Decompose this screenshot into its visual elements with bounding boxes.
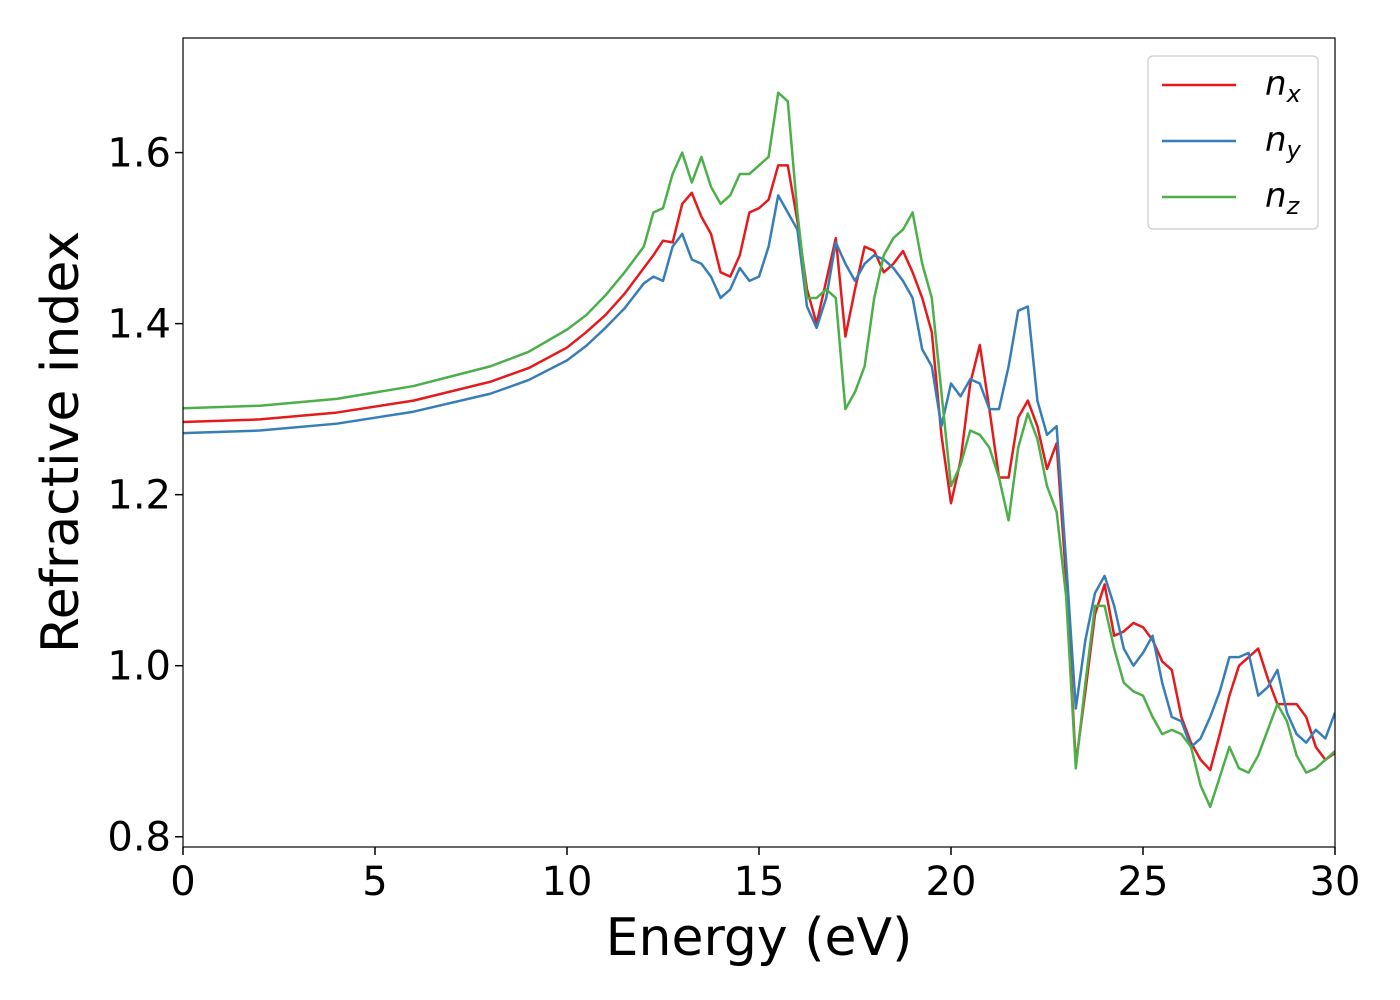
y-tick-label: 0.8	[107, 815, 171, 861]
legend-label: ny	[1265, 120, 1302, 165]
line-series	[183, 194, 1335, 749]
y-tick-label: 1.2	[107, 473, 171, 519]
line-series	[183, 164, 1335, 772]
y-tick-label: 1.4	[107, 302, 171, 348]
x-tick-label: 0	[170, 859, 195, 905]
x-tick-label: 5	[362, 859, 387, 905]
x-tick-label: 20	[926, 859, 977, 905]
x-tick-label: 30	[1310, 859, 1361, 905]
x-tick-label: 25	[1118, 859, 1169, 905]
x-tick-label: 10	[542, 859, 593, 905]
legend-label: nz	[1265, 176, 1301, 221]
plot-frame	[182, 37, 1336, 848]
legend-label: nx	[1265, 64, 1302, 109]
y-tick-label: 1.0	[107, 644, 171, 690]
x-tick-label: 15	[734, 859, 785, 905]
line-series	[183, 91, 1335, 809]
y-tick-label: 1.6	[107, 131, 171, 177]
x-axis-label: Energy (eV)	[606, 908, 913, 968]
legend-box	[1147, 55, 1319, 230]
y-axis-label: Refractive index	[31, 231, 91, 653]
